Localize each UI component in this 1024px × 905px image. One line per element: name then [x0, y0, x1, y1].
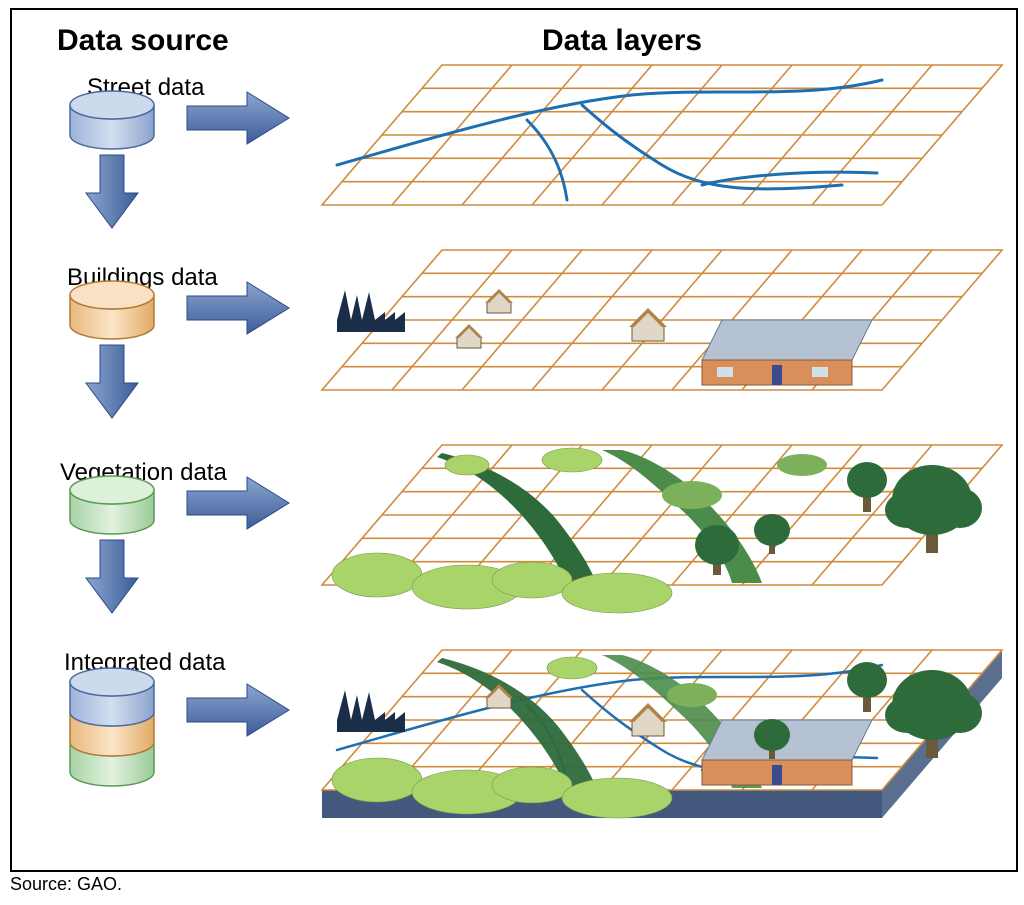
house-icon-1	[485, 289, 513, 313]
big-building-icon	[702, 320, 872, 385]
house-icon-2	[455, 324, 483, 348]
header-left: Data source	[57, 24, 229, 57]
diagram-frame: Data source Data layers Street data	[10, 8, 1018, 872]
house-icon-3	[629, 308, 667, 341]
layer-vegetation	[322, 445, 1002, 613]
cylinder-buildings	[70, 281, 154, 339]
arrow-down-3	[86, 540, 138, 613]
cylinder-integrated	[70, 668, 154, 786]
arrow-right-integrated	[187, 684, 289, 736]
arrow-down-2	[86, 345, 138, 418]
factory-icon	[337, 290, 405, 332]
cylinder-vegetation	[70, 476, 154, 534]
veg-strip-2	[602, 450, 762, 583]
layer-buildings	[322, 250, 1002, 390]
footer-source: Source: GAO.	[10, 874, 122, 895]
layer-integrated	[322, 650, 1002, 818]
layer-street	[322, 65, 1002, 205]
header-right: Data layers	[542, 24, 702, 57]
arrow-down-1	[86, 155, 138, 228]
cylinder-street	[70, 91, 154, 149]
